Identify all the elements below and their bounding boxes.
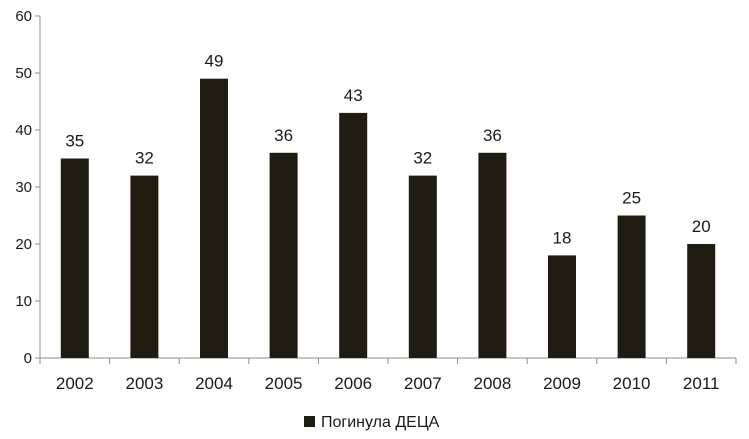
data-label: 36: [274, 126, 293, 145]
data-labels: 35 32 49 36 43 32 36 18 25 20: [65, 52, 710, 248]
data-label: 18: [553, 228, 572, 247]
x-tick-label: 2003: [125, 374, 163, 393]
bar: [548, 255, 576, 358]
x-tick-label: 2010: [613, 374, 651, 393]
bar: [269, 152, 298, 358]
x-tick-label: 2004: [195, 374, 233, 393]
data-label: 20: [692, 217, 711, 236]
data-label: 32: [413, 149, 432, 168]
x-tick-label: 2002: [56, 374, 94, 393]
x-tick-label: 2007: [404, 374, 442, 393]
legend-label: Погинула ДЕЦА: [321, 414, 440, 431]
data-label: 32: [135, 149, 154, 168]
y-tick-label: 40: [15, 122, 32, 139]
y-tick-label: 10: [15, 293, 32, 310]
data-label: 43: [344, 86, 363, 105]
bar: [687, 244, 716, 358]
data-label: 36: [483, 126, 502, 145]
x-axis: 2002 2003 2004 2005 2006 2007 2008 2009 2010 2011: [39, 357, 737, 393]
x-tick-label: 2008: [473, 374, 511, 393]
data-label: 35: [65, 132, 84, 151]
y-tick-label: 60: [15, 8, 32, 25]
x-tick-label: 2005: [265, 374, 303, 393]
x-tick-label: 2006: [334, 374, 372, 393]
y-tick-label: 0: [24, 350, 32, 367]
legend-swatch: [304, 416, 315, 427]
bar: [478, 152, 507, 358]
bar: [408, 175, 437, 358]
y-tick-label: 50: [15, 65, 32, 82]
bar: [130, 175, 159, 358]
data-label: 25: [622, 189, 641, 208]
legend: Погинула ДЕЦА: [304, 414, 440, 431]
bar: [200, 78, 228, 358]
bars: [60, 78, 716, 359]
y-axis: 0 10 20 30 40 50 60: [15, 8, 41, 367]
x-tick-label: 2011: [683, 374, 720, 393]
bar: [60, 158, 89, 358]
bar: [617, 215, 646, 358]
x-tick-label: 2009: [543, 374, 581, 393]
bar: [339, 112, 368, 359]
y-tick-label: 30: [15, 179, 32, 196]
y-tick-label: 20: [15, 236, 32, 253]
data-label: 49: [205, 52, 224, 71]
